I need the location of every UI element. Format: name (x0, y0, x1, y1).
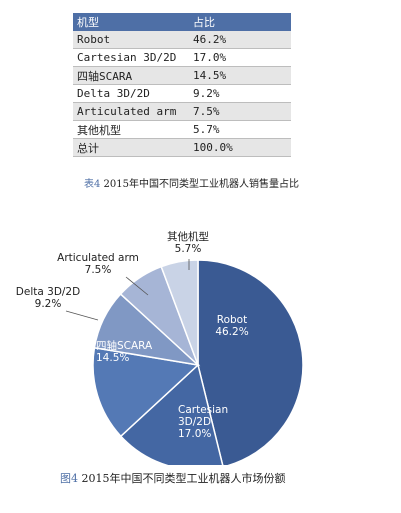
cell-model: Delta 3D/2D (73, 84, 189, 103)
cell-share: 7.5% (189, 102, 291, 121)
slice-value: 14.5% (96, 352, 129, 364)
slice-label: Robot 46.2% (215, 314, 248, 338)
table-caption-text: 2015年中国不同类型工业机器人销售量占比 (100, 179, 300, 190)
slice-name: Delta 3D/2D (16, 286, 80, 298)
leader-line (125, 276, 149, 296)
pie-caption: 图4 2015年中国不同类型工业机器人市场份额 (60, 470, 286, 486)
slice-label: 其他机型 5.7% (167, 230, 209, 255)
pie-slice-scara (92, 346, 200, 438)
slice-value: 7.5% (85, 264, 112, 276)
cell-share: 46.2% (189, 31, 291, 49)
slice-name: 3D/2D (178, 416, 211, 428)
cell-model: 总计 (73, 138, 189, 157)
slice-name: Articulated arm (57, 252, 139, 264)
slice-name: 四轴SCARA (96, 339, 153, 352)
table-caption-label: 表4 (84, 179, 101, 190)
slice-label: Articulated arm 7.5% (57, 252, 139, 276)
table-header-row: 机型 占比 (73, 13, 291, 31)
slice-value: 5.7% (175, 243, 202, 255)
table-row: 其他机型 5.7% (73, 120, 291, 139)
cell-model: 其他机型 (73, 120, 189, 139)
table-row: Cartesian 3D/2D 17.0% (73, 48, 291, 67)
slice-label: Cartesian 3D/2D 17.0% (178, 404, 228, 440)
slice-label: 四轴SCARA 14.5% (96, 339, 153, 364)
slice-value: 46.2% (215, 326, 248, 338)
header-model: 机型 (73, 13, 189, 31)
table-row: 总计 100.0% (73, 138, 291, 157)
pie-slice-robot (197, 259, 304, 465)
slice-label: Delta 3D/2D 9.2% (16, 286, 80, 310)
cell-share: 9.2% (189, 84, 291, 103)
cell-model: Robot (73, 31, 189, 49)
slice-value: 9.2% (35, 298, 62, 310)
cell-share: 5.7% (189, 120, 291, 139)
slice-name: Robot (217, 314, 247, 326)
leader-line (65, 310, 99, 321)
pie-slices (92, 259, 304, 465)
cell-share: 17.0% (189, 48, 291, 67)
cell-model: Cartesian 3D/2D (73, 48, 189, 67)
slice-name: 其他机型 (167, 230, 209, 243)
table-caption: 表4 2015年中国不同类型工业机器人销售量占比 (84, 175, 299, 190)
slice-name: Cartesian (178, 404, 228, 416)
header-share: 占比 (189, 13, 291, 31)
pie-leader-lines (65, 259, 190, 321)
cell-share: 100.0% (189, 138, 291, 157)
table-row: Delta 3D/2D 9.2% (73, 84, 291, 103)
cell-model: 四轴SCARA (73, 66, 189, 85)
share-table: 机型 占比 Robot 46.2% Cartesian 3D/2D 17.0% 四轴… (73, 13, 291, 157)
pie-chart: Robot 46.2% Cartesian 3D/2D 17.0% 四轴SCARA 14.5… (16, 230, 304, 465)
pie-slice-other (160, 259, 199, 366)
pie-labels: Robot 46.2% Cartesian 3D/2D 17.0% 四轴SCARA 14.5… (16, 230, 249, 440)
pie-caption-text: 2015年中国不同类型工业机器人市场份额 (78, 472, 286, 485)
slice-value: 17.0% (178, 428, 211, 440)
cell-share: 14.5% (189, 66, 291, 85)
table-row: 四轴SCARA 14.5% (73, 66, 291, 85)
pie-slice-cartesian-3d-2d (119, 363, 224, 465)
table-row: Articulated arm 7.5% (73, 102, 291, 121)
pie-caption-label: 图4 (60, 472, 78, 485)
table-row: Robot 46.2% (73, 31, 291, 49)
cell-model: Articulated arm (73, 102, 189, 121)
